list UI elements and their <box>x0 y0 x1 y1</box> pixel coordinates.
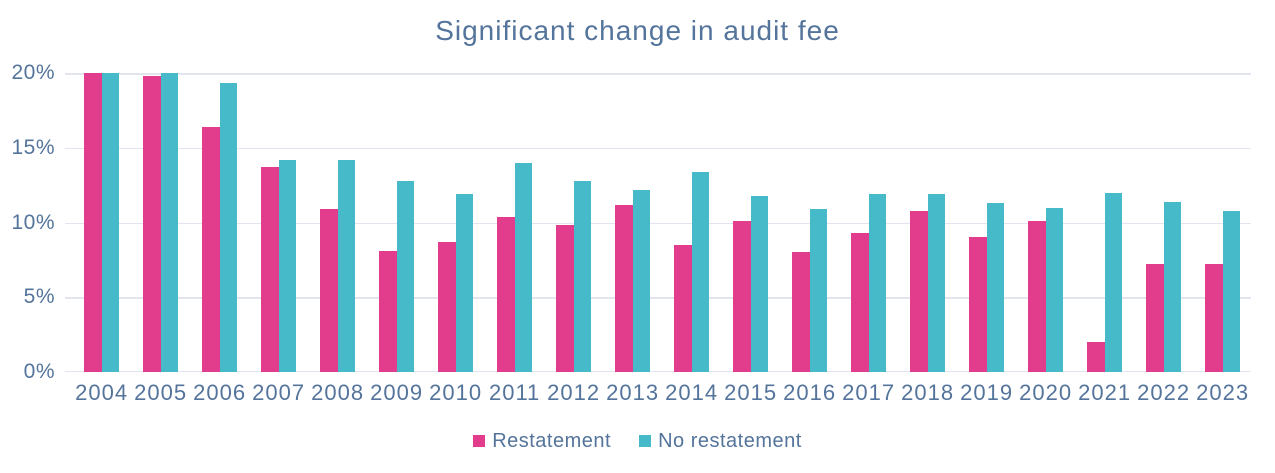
x-tick-label-2019: 2019 <box>960 380 1014 405</box>
x-tick-label-2023: 2023 <box>1196 380 1250 405</box>
x-tick-label-2021: 2021 <box>1078 380 1132 405</box>
bar-no-restatement-2021 <box>1104 193 1123 372</box>
bar-no-restatement-2015 <box>750 196 769 372</box>
bar-restatement-2012 <box>555 225 574 372</box>
bar-restatement-2022 <box>1145 264 1164 372</box>
legend-label: No restatement <box>658 429 802 452</box>
bar-no-restatement-2011 <box>514 163 533 372</box>
bar-no-restatement-2019 <box>986 203 1005 372</box>
legend-label: Restatement <box>492 429 612 452</box>
bar-no-restatement-2023 <box>1222 211 1241 372</box>
bar-no-restatement-2007 <box>278 160 297 372</box>
bar-no-restatement-2004 <box>101 73 120 372</box>
bar-restatement-2021 <box>1086 342 1105 372</box>
x-tick-label-2017: 2017 <box>842 380 896 405</box>
gridline-5 <box>65 297 1251 299</box>
bar-restatement-2014 <box>673 245 692 372</box>
x-tick-label-2013: 2013 <box>606 380 660 405</box>
plot-area <box>65 73 1251 372</box>
bar-restatement-2006 <box>201 127 220 372</box>
bar-restatement-2007 <box>260 167 279 372</box>
bar-restatement-2019 <box>968 237 987 372</box>
bar-restatement-2008 <box>319 209 338 372</box>
x-tick-label-2020: 2020 <box>1019 380 1073 405</box>
gridline-15 <box>65 147 1251 150</box>
bar-no-restatement-2010 <box>455 194 474 372</box>
y-tick-label-0: 0% <box>23 360 55 383</box>
bar-no-restatement-2009 <box>396 181 415 372</box>
legend-swatch-icon <box>639 435 652 447</box>
bar-no-restatement-2018 <box>927 194 946 372</box>
x-tick-label-2004: 2004 <box>75 380 129 405</box>
x-tick-label-2012: 2012 <box>547 380 601 405</box>
bar-no-restatement-2005 <box>160 73 179 372</box>
x-tick-label-2005: 2005 <box>134 380 188 405</box>
bar-no-restatement-2006 <box>219 83 238 372</box>
bar-restatement-2010 <box>437 242 456 372</box>
bar-no-restatement-2022 <box>1163 202 1182 372</box>
bar-restatement-2015 <box>732 221 751 372</box>
x-tick-label-2007: 2007 <box>252 380 306 405</box>
x-tick-label-2015: 2015 <box>724 380 778 405</box>
legend-item-restatement: Restatement <box>473 430 611 453</box>
bar-restatement-2023 <box>1204 264 1223 372</box>
bar-restatement-2018 <box>909 211 928 372</box>
y-tick-label-5: 5% <box>23 285 55 309</box>
y-tick-label-10: 10% <box>11 210 55 234</box>
bar-no-restatement-2020 <box>1045 208 1064 372</box>
bar-no-restatement-2014 <box>691 172 710 372</box>
bar-restatement-2017 <box>850 233 869 372</box>
x-tick-label-2008: 2008 <box>311 380 365 405</box>
legend-item-no-restatement: No restatement <box>639 430 802 453</box>
bar-restatement-2005 <box>142 76 161 372</box>
x-tick-label-2018: 2018 <box>901 380 955 405</box>
x-tick-label-2009: 2009 <box>370 380 424 405</box>
gridline-0 <box>65 370 1251 372</box>
x-tick-label-2011: 2011 <box>488 380 541 405</box>
legend: Restatement No restatement <box>0 428 1275 454</box>
chart-title: Significant change in audit fee <box>435 15 840 46</box>
bar-restatement-2016 <box>791 252 810 372</box>
x-tick-label-2006: 2006 <box>193 380 247 405</box>
bar-no-restatement-2016 <box>809 209 828 372</box>
bar-no-restatement-2008 <box>337 160 356 372</box>
y-tick-label-15: 15% <box>11 135 55 159</box>
legend-swatch-icon <box>473 435 486 447</box>
bar-restatement-2011 <box>496 217 515 372</box>
bar-no-restatement-2013 <box>632 190 651 372</box>
bar-restatement-2009 <box>378 251 397 372</box>
x-tick-label-2014: 2014 <box>665 380 719 405</box>
gridline-10 <box>65 222 1251 224</box>
bar-no-restatement-2012 <box>573 181 592 372</box>
bar-restatement-2013 <box>614 205 633 372</box>
gridline-20 <box>65 73 1251 75</box>
bar-no-restatement-2017 <box>868 194 887 372</box>
y-tick-label-20: 20% <box>11 61 55 84</box>
x-tick-label-2010: 2010 <box>429 380 483 405</box>
bar-restatement-2020 <box>1027 221 1046 372</box>
bar-restatement-2004 <box>83 73 102 372</box>
x-tick-label-2022: 2022 <box>1137 380 1191 405</box>
x-tick-label-2016: 2016 <box>783 380 837 405</box>
